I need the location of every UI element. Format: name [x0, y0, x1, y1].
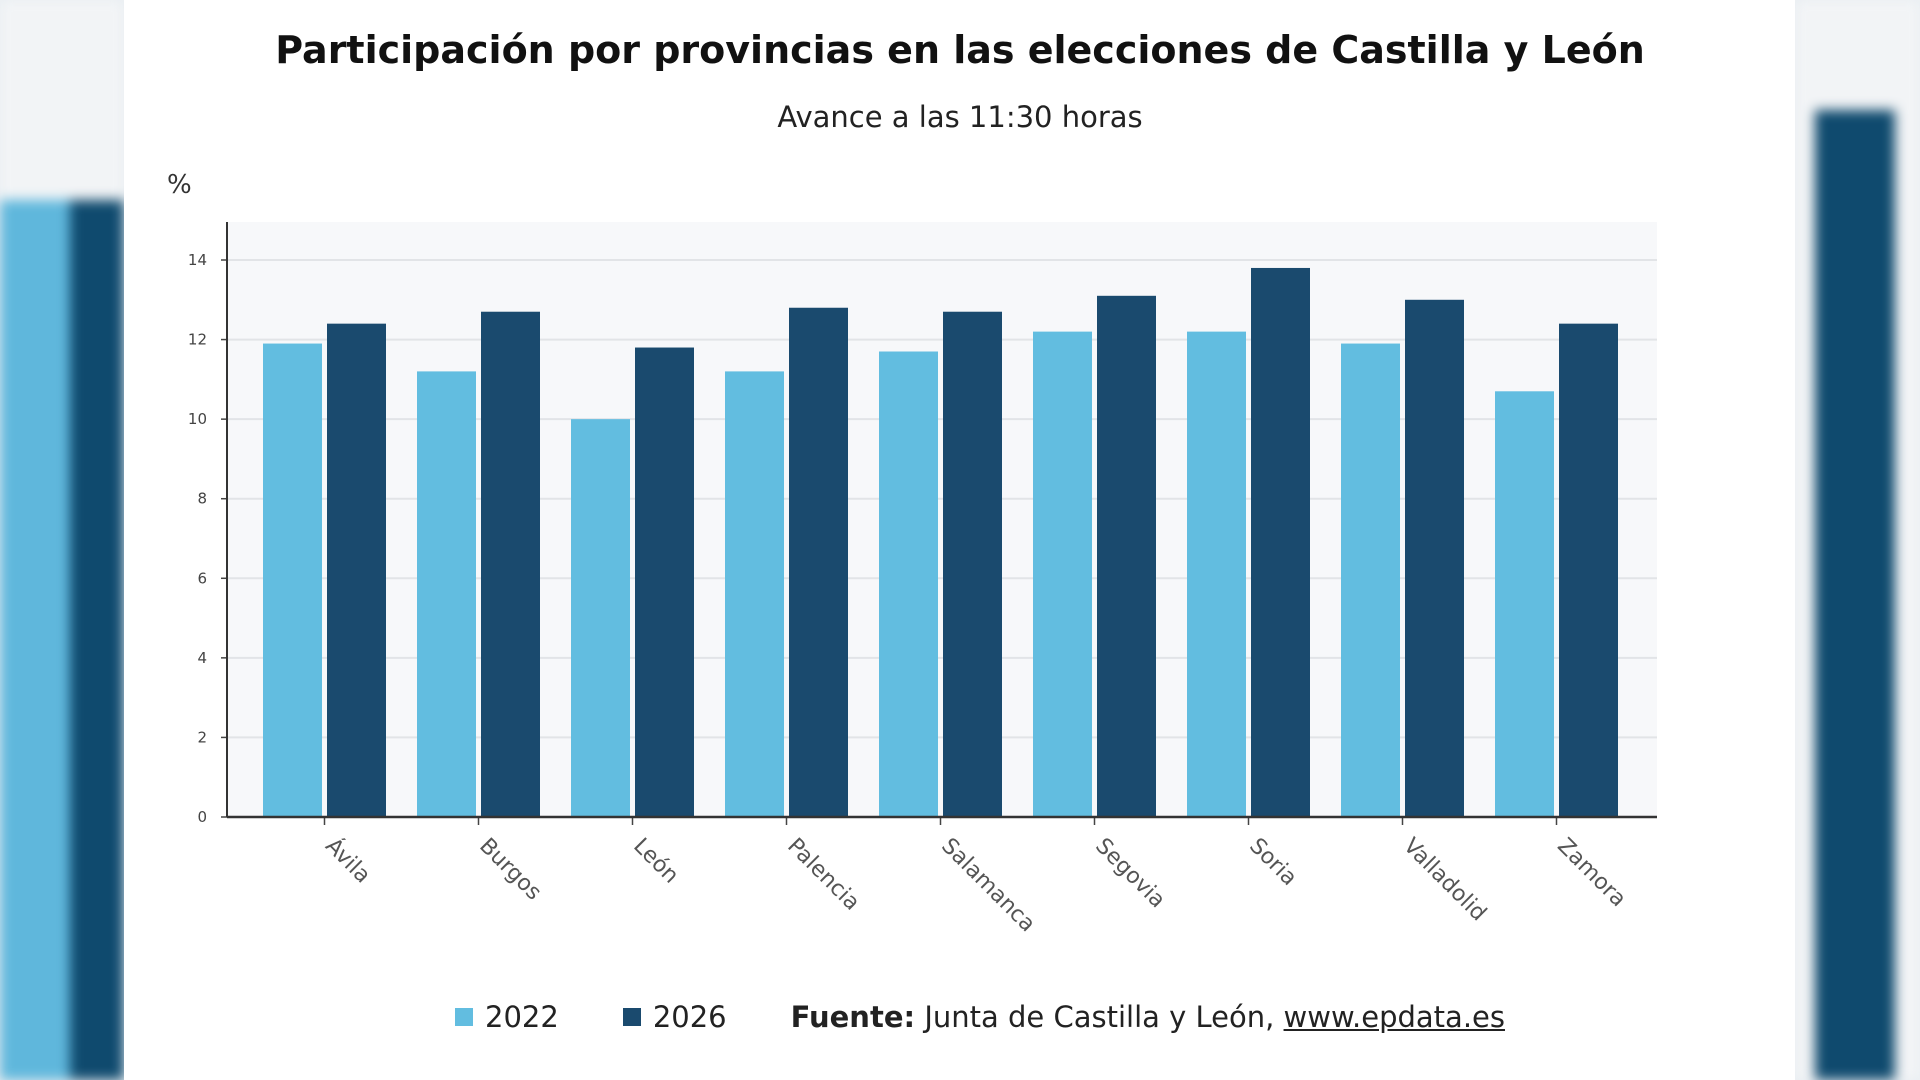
- bar-2026-Ávila: [327, 323, 386, 817]
- bar-2026-León: [635, 347, 694, 817]
- source-note: Fuente: Junta de Castilla y León, www.ep…: [791, 1000, 1505, 1034]
- y-tick-label: 14: [188, 251, 207, 269]
- x-tick-label: Salamanca: [936, 834, 1040, 938]
- bar-2022-Palencia: [725, 371, 784, 817]
- bar-2022-Salamanca: [879, 351, 938, 817]
- bar-2022-Valladolid: [1341, 343, 1400, 817]
- legend-label: 2026: [652, 1000, 727, 1034]
- legend-item-2022: 2022: [455, 1000, 559, 1034]
- legend: 2022 2026 Fuente: Junta de Castilla y Le…: [455, 1000, 1505, 1034]
- source-label: Fuente:: [790, 1000, 916, 1034]
- y-tick-label: 0: [197, 808, 207, 826]
- y-tick-label: 6: [197, 569, 207, 587]
- y-tick-label: 2: [197, 728, 207, 746]
- bar-2026-Soria: [1251, 267, 1310, 817]
- y-axis-label: %: [167, 170, 192, 200]
- x-tick-label: Palencia: [782, 834, 864, 916]
- x-tick-label: Zamora: [1552, 834, 1630, 912]
- source-link[interactable]: www.epdata.es: [1283, 1000, 1505, 1034]
- bar-2026-Zamora: [1559, 323, 1618, 817]
- x-tick-label: Soria: [1244, 834, 1301, 891]
- x-tick-label: Burgos: [474, 834, 546, 906]
- legend-swatch: [455, 1008, 473, 1026]
- legend-label: 2022: [485, 1000, 559, 1034]
- x-tick-label: Ávila: [320, 833, 376, 889]
- x-tick-label: Segovia: [1090, 834, 1170, 914]
- bar-2022-Segovia: [1033, 331, 1092, 817]
- background-blur-left: [0, 0, 124, 1080]
- background-blur-right: [1795, 0, 1920, 1080]
- chart-title: Participación por provincias en las elec…: [275, 28, 1645, 72]
- x-tick-label: Valladolid: [1398, 834, 1491, 927]
- x-tick-label: León: [628, 834, 683, 889]
- bar-2026-Palencia: [789, 307, 848, 817]
- y-tick-label: 10: [188, 410, 207, 428]
- bar-2026-Segovia: [1097, 295, 1156, 817]
- source-text: Junta de Castilla y León,: [924, 1000, 1275, 1034]
- legend-swatch: [622, 1008, 641, 1026]
- bar-2022-Soria: [1187, 331, 1246, 817]
- bar-2026-Valladolid: [1405, 299, 1464, 817]
- chart-subtitle: Avance a las 11:30 horas: [777, 100, 1143, 134]
- bar-2022-Burgos: [417, 371, 476, 817]
- bar-2026-Burgos: [481, 311, 540, 817]
- bar-2022-Zamora: [1495, 391, 1554, 817]
- y-tick-label: 8: [197, 490, 207, 508]
- y-tick-label: 12: [188, 331, 207, 349]
- bar-chart: 0 2 4 6 8 10 12 14 Ávila Burgos León Palencia Salama…: [188, 222, 1657, 938]
- bar-2022-León: [571, 419, 630, 817]
- bar-2022-Ávila: [263, 343, 322, 817]
- y-tick-label: 4: [197, 649, 207, 667]
- legend-item-2026: 2026: [622, 1000, 727, 1034]
- bar-2026-Salamanca: [943, 311, 1002, 817]
